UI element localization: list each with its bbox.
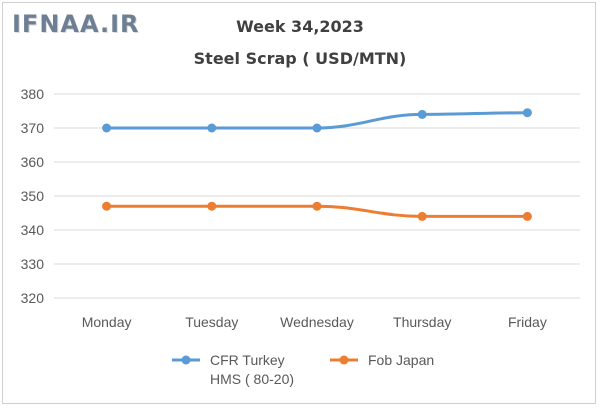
data-point xyxy=(207,123,217,133)
data-point xyxy=(312,123,322,133)
y-tick-label: 340 xyxy=(21,222,45,238)
legend-label: Fob Japan xyxy=(368,352,434,368)
x-tick-label: Thursday xyxy=(393,314,451,330)
chart-frame xyxy=(2,2,596,404)
legend-label: HMS ( 80-20) xyxy=(210,371,294,387)
data-point xyxy=(417,109,427,119)
legend-swatch-marker xyxy=(181,355,191,365)
chart-subtitle: Steel Scrap ( USD/MTN) xyxy=(193,49,407,68)
data-point xyxy=(522,108,532,118)
y-tick-label: 370 xyxy=(21,120,45,136)
data-point xyxy=(417,211,427,221)
y-axis-ticks: 320 330 340 350 360 370 380 xyxy=(21,86,45,306)
y-tick-label: 320 xyxy=(21,290,45,306)
data-point xyxy=(102,123,112,133)
y-tick-label: 330 xyxy=(21,256,45,272)
y-tick-label: 350 xyxy=(21,188,45,204)
x-tick-label: Monday xyxy=(82,314,132,330)
data-point xyxy=(102,201,112,211)
gridlines xyxy=(54,93,580,299)
x-axis-ticks: Monday Tuesday Wednesday Thursday Friday xyxy=(82,314,547,330)
y-tick-label: 360 xyxy=(21,154,45,170)
series-lines xyxy=(102,108,532,221)
x-tick-label: Friday xyxy=(508,314,547,330)
x-tick-label: Tuesday xyxy=(185,314,238,330)
legend: CFR Turkey HMS ( 80-20) Fob Japan xyxy=(172,352,434,387)
legend-swatch-marker xyxy=(339,355,349,365)
site-logo: IFNAA.IR xyxy=(12,10,140,38)
data-point xyxy=(522,211,532,221)
data-point xyxy=(312,201,322,211)
chart-title: Week 34,2023 xyxy=(236,17,364,36)
legend-label: CFR Turkey xyxy=(210,352,285,368)
data-point xyxy=(207,201,217,211)
y-tick-label: 380 xyxy=(21,86,45,102)
x-tick-label: Wednesday xyxy=(280,314,354,330)
